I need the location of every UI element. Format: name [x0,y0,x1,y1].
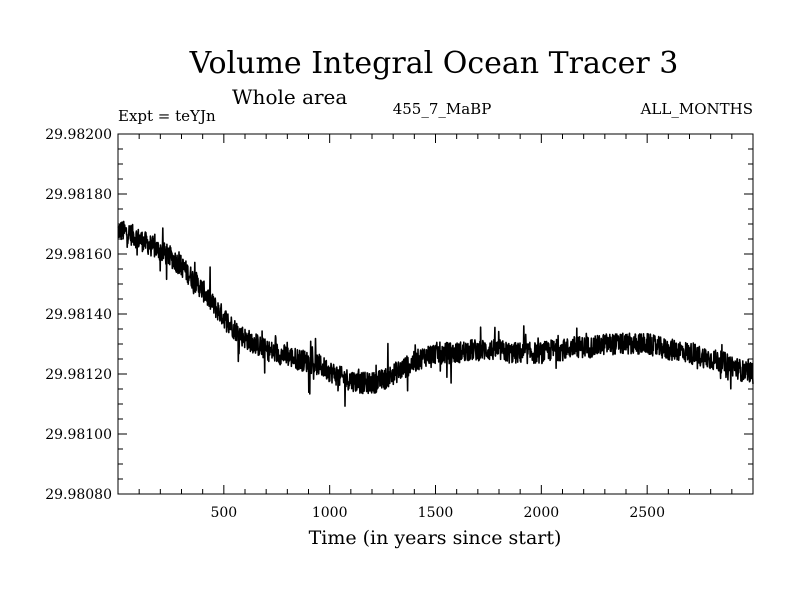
experiment-label: Expt = teYJn [118,107,216,125]
x-tick-labels: 500 1000 1500 2000 2500 [210,505,665,521]
series-line [117,220,754,407]
season-label: ALL_MONTHS [640,100,753,118]
y-tick-label: 29.98120 [45,367,112,383]
y-tick-label: 29.98160 [45,247,112,263]
axis-ticks [118,133,753,495]
y-tick-labels: 29.98080 29.98100 29.98120 29.98140 29.98160… [45,127,112,503]
period-label: 455_7_MaBP [393,100,492,118]
x-axis-label: Time (in years since start) [309,527,562,549]
chart-subtitle: Whole area [232,85,347,109]
x-tick-label: 500 [210,505,237,521]
x-tick-label: 1500 [418,505,454,521]
x-tick-label: 2500 [629,505,665,521]
chart-title: Volume Integral Ocean Tracer 3 [189,46,679,81]
x-tick-label: 2000 [524,505,560,521]
y-tick-label: 29.98080 [45,487,112,503]
y-tick-label: 29.98200 [45,127,112,143]
y-tick-label: 29.98140 [45,307,112,323]
x-tick-label: 1000 [312,505,348,521]
plot-frame [117,133,754,495]
y-tick-label: 29.98100 [45,427,112,443]
y-tick-label: 29.98180 [45,187,112,203]
